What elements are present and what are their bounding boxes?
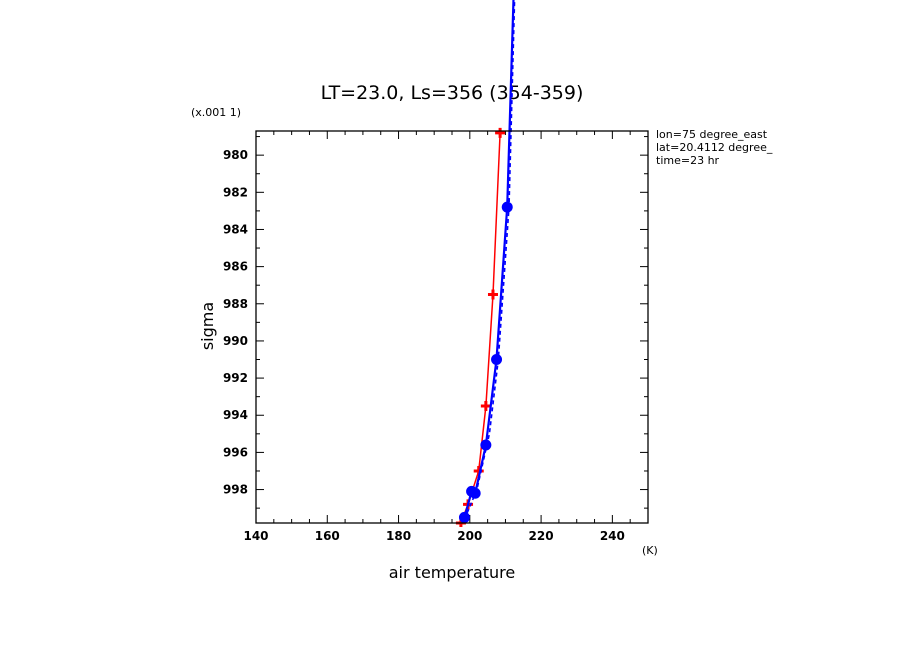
series-1 — [458, 0, 515, 523]
y-tick-label: 988 — [223, 297, 248, 311]
series-layer — [455, 0, 516, 527]
data-point — [480, 400, 491, 411]
tick-labels: 140 160 180 200 220 240 980 982 984 986 988 990 992 9… — [223, 148, 625, 543]
data-point — [495, 127, 506, 138]
y-tick-label: 982 — [223, 185, 248, 199]
y-tick-label: 994 — [223, 408, 248, 422]
x-tick-label: 160 — [315, 529, 340, 543]
series-line — [463, 0, 515, 518]
y-tick-label: 986 — [223, 260, 248, 274]
data-point — [480, 439, 492, 451]
data-point — [487, 289, 498, 300]
y-tick-label: 992 — [223, 371, 248, 385]
chart-title: LT=23.0, Ls=356 (354-359) — [321, 82, 584, 104]
annotation-line: lon=75 degree_east — [656, 128, 768, 141]
x-tick-label: 140 — [243, 529, 268, 543]
y-tick-label: 996 — [223, 445, 248, 459]
axis-ticks — [255, 131, 649, 523]
series-line — [463, 0, 516, 520]
annotation-line: lat=20.4112 degree_ — [656, 141, 773, 154]
y-tick-label: 980 — [223, 148, 248, 162]
data-point — [491, 354, 503, 366]
x-units-label: (K) — [642, 544, 658, 557]
x-tick-label: 180 — [386, 529, 411, 543]
x-tick-label: 200 — [457, 529, 482, 543]
y-tick-label: 998 — [223, 483, 248, 497]
y-axis-title: sigma — [198, 302, 217, 350]
y-tick-label: 984 — [223, 222, 248, 236]
x-axis-title: air temperature — [389, 563, 515, 582]
series-2 — [463, 0, 516, 520]
plot-frame — [255, 130, 649, 524]
data-point — [501, 201, 513, 213]
x-tick-label: 240 — [600, 529, 625, 543]
x-tick-label: 220 — [529, 529, 554, 543]
y-tick-label: 990 — [223, 334, 248, 348]
annotation-line: time=23 hr — [656, 154, 720, 167]
y-scale-note: (x.001 1) — [191, 106, 241, 119]
